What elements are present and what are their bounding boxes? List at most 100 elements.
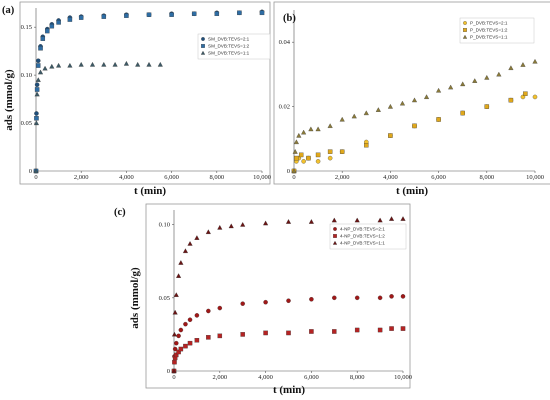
- panel-a: (a) ads (mmol/g) t (min): [2, 5, 166, 197]
- data-point: [332, 295, 337, 301]
- data-point: [285, 219, 292, 224]
- data-point: [363, 110, 369, 116]
- data-point: [327, 149, 333, 154]
- data-point: [176, 273, 182, 278]
- data-point: [259, 10, 265, 16]
- data-point: [34, 82, 40, 87]
- data-point: [194, 235, 200, 240]
- data-point: [520, 62, 526, 67]
- data-point: [187, 340, 193, 346]
- data-point: [400, 294, 406, 299]
- data-point: [301, 129, 307, 135]
- data-point: [532, 58, 538, 64]
- series-c-2: [171, 326, 406, 374]
- legend-marker: [200, 50, 206, 55]
- data-point: [240, 332, 245, 337]
- data-point: [315, 159, 321, 164]
- legend-label: P_DVB:TEVS=1:1: [470, 35, 508, 40]
- panel-label-b: (b): [283, 13, 296, 24]
- data-point: [37, 69, 44, 75]
- data-point: [49, 23, 55, 29]
- data-point: [172, 309, 178, 315]
- data-point: [124, 13, 129, 18]
- y-axis-label-a: ads (mmol/g): [3, 69, 15, 131]
- y-tick-label: 0.10: [21, 72, 32, 79]
- x-tick-label: 10,000: [526, 174, 544, 181]
- data-point: [339, 116, 345, 122]
- series-c-3: [171, 216, 406, 374]
- data-point: [187, 317, 193, 323]
- data-point: [332, 329, 337, 334]
- data-point: [34, 91, 40, 97]
- data-point: [34, 116, 39, 121]
- data-point: [123, 60, 129, 66]
- panel-label-c: (c): [114, 207, 126, 218]
- x-axis-label-c: t (min): [273, 384, 305, 396]
- x-tick-label: 2,000: [335, 174, 350, 181]
- y-tick-label: 0: [167, 368, 170, 375]
- data-point: [191, 11, 197, 17]
- y-tick-label: 0.15: [21, 24, 32, 31]
- y-tick-label: 0: [29, 168, 32, 175]
- data-point: [377, 217, 383, 223]
- data-point: [194, 338, 200, 343]
- y-tick-label: 0.10: [159, 222, 170, 229]
- y-tick-label: 0.05: [159, 295, 170, 302]
- series-b-3: [291, 58, 538, 174]
- data-point: [448, 84, 454, 90]
- data-point: [387, 103, 393, 109]
- data-point: [292, 149, 298, 154]
- data-point: [171, 331, 178, 337]
- data-point: [354, 327, 360, 333]
- data-point: [172, 359, 177, 365]
- data-point: [423, 94, 430, 99]
- data-point: [78, 61, 84, 67]
- legend-marker: [333, 227, 337, 231]
- panel-label-a: (a): [2, 5, 15, 16]
- data-point: [178, 260, 184, 265]
- legend-box: [197, 33, 271, 60]
- x-tick-label: 6,000: [304, 374, 319, 381]
- data-point: [484, 74, 490, 80]
- x-axis-label-a: t (min): [134, 185, 166, 197]
- data-point: [263, 330, 268, 336]
- y-axis-label-c: ads (mmol/g): [129, 267, 141, 329]
- x-tick-label: 8,000: [209, 174, 224, 181]
- plot-a: 0 2,000 4,000 6,000 8,000 10,000 0 0.05 0.10 0.15…: [19, 1, 271, 185]
- legend-label: SM_DVB:TEVS=1:2: [208, 44, 250, 49]
- data-point: [399, 100, 406, 106]
- plot-frame-a: [19, 1, 271, 185]
- data-point: [354, 295, 360, 301]
- y-tick-label: 0.05: [21, 120, 32, 127]
- data-point: [377, 327, 383, 333]
- data-point: [173, 292, 179, 297]
- data-point: [351, 113, 357, 119]
- data-point: [176, 333, 181, 339]
- data-point: [187, 241, 193, 246]
- data-point: [327, 155, 333, 161]
- data-point: [306, 155, 311, 161]
- data-point: [36, 63, 41, 68]
- data-point: [293, 139, 299, 145]
- x-tick-label: 6,000: [164, 174, 179, 181]
- data-point: [205, 229, 211, 234]
- data-point: [174, 340, 179, 346]
- data-point: [171, 368, 177, 374]
- legend-marker: [462, 34, 468, 39]
- data-point: [67, 17, 73, 22]
- data-point: [286, 298, 291, 303]
- x-tick-label: 2,000: [212, 374, 227, 381]
- legend-box: [329, 223, 407, 250]
- data-point: [178, 346, 184, 352]
- data-point: [42, 65, 48, 71]
- data-point: [45, 28, 50, 34]
- data-point: [388, 133, 393, 138]
- data-point: [217, 305, 223, 311]
- data-point: [294, 155, 299, 161]
- data-point: [178, 327, 184, 333]
- y-tick-label: 0.02: [279, 104, 290, 111]
- data-point: [176, 349, 181, 355]
- data-point: [56, 62, 62, 68]
- data-point: [308, 219, 314, 224]
- data-point: [34, 87, 40, 92]
